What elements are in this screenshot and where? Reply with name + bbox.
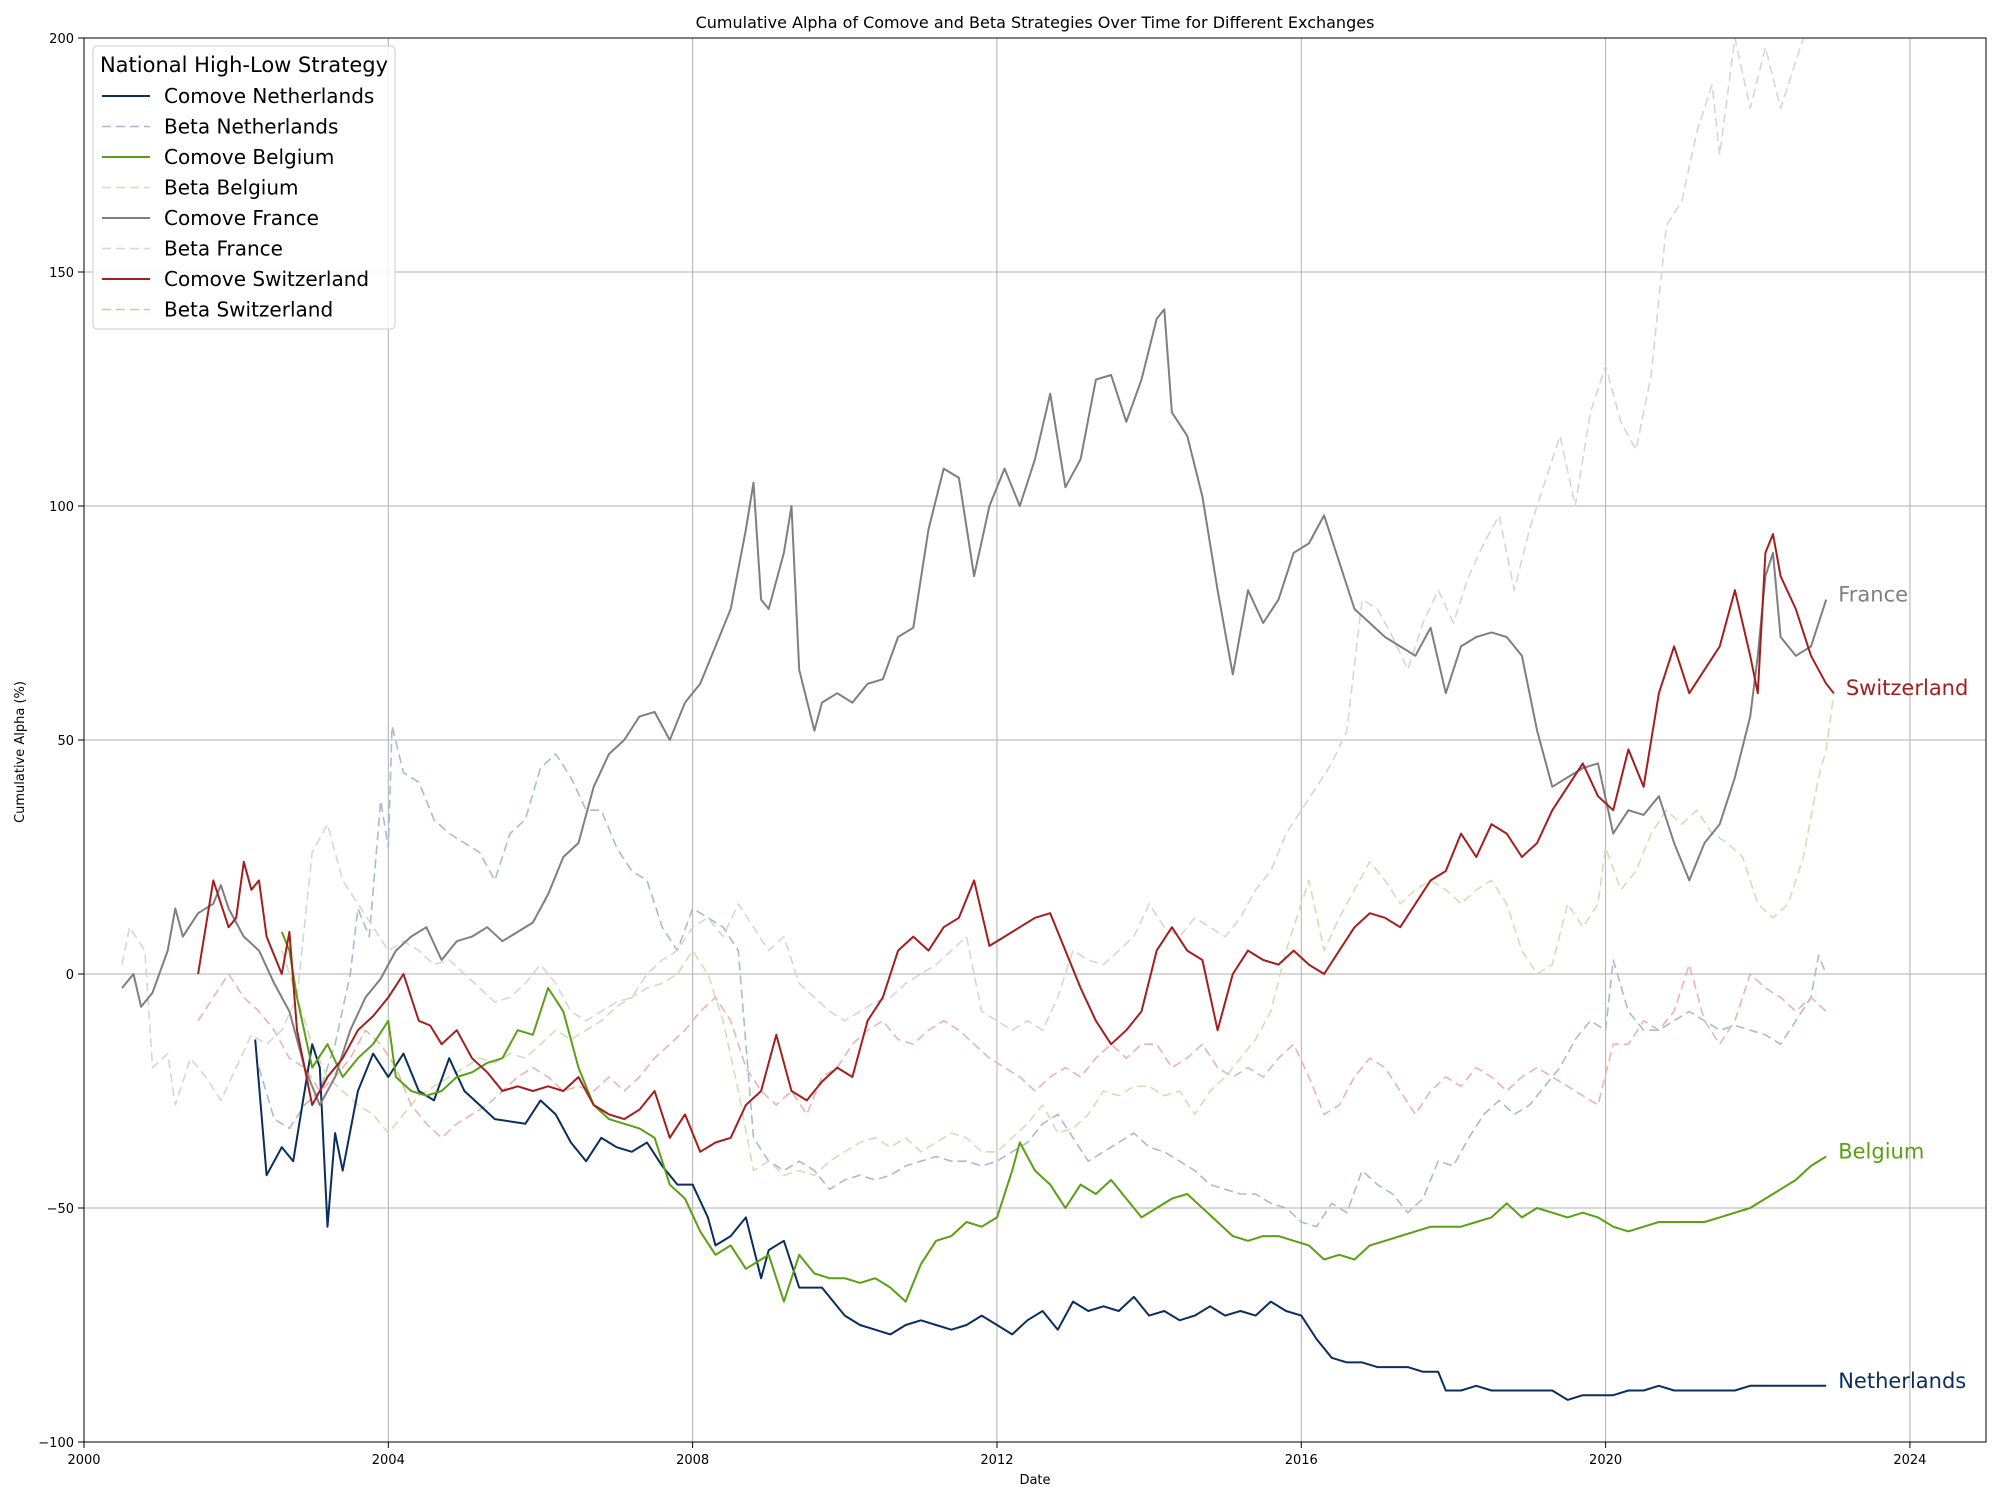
x-tick-label: 2008 — [676, 1453, 709, 1468]
series-line-beta-belgium — [281, 693, 1835, 1176]
legend-entry: Beta France — [164, 237, 283, 261]
end-label-netherlands: Netherlands — [1838, 1369, 1966, 1393]
legend-entry: Beta Switzerland — [164, 298, 333, 322]
series-line-comove-belgium — [280, 931, 1827, 1303]
x-tick-label: 2012 — [980, 1453, 1013, 1468]
series-line-comove-netherlands — [254, 1039, 1827, 1401]
end-labels: Netherlands Belgium France Switzerland — [1838, 583, 1968, 1393]
series-line-comove-france — [121, 308, 1828, 1106]
y-tick-label: 200 — [49, 32, 74, 47]
series-line-comove-switzerland — [197, 533, 1835, 1153]
legend-entry: Comove France — [164, 206, 319, 230]
x-axis-label: Date — [1019, 1473, 1050, 1488]
y-tick-label: 150 — [49, 266, 74, 281]
y-tick-label: 0 — [66, 968, 74, 983]
x-tick-label: 2000 — [67, 1453, 100, 1468]
y-tick-label: −50 — [47, 1202, 74, 1217]
legend-entry: Comove Belgium — [164, 145, 334, 169]
x-tick-label: 2024 — [1893, 1453, 1926, 1468]
legend: National High-Low Strategy Comove Nether… — [92, 45, 396, 330]
y-tick-label: −100 — [38, 1436, 74, 1451]
end-label-belgium: Belgium — [1838, 1140, 1924, 1164]
series-line-beta-switzerland — [197, 963, 1827, 1139]
series-line-beta-netherlands — [258, 725, 1827, 1228]
legend-title: National High-Low Strategy — [100, 53, 388, 77]
y-tick-label: 50 — [57, 734, 74, 749]
series-line-beta-france — [121, 38, 1805, 1106]
end-label-france: France — [1838, 583, 1908, 607]
axis-ticks: 2000 2004 2008 2012 2016 2020 2024 −100 −50 0 50 10… — [38, 32, 1926, 1468]
y-tick-label: 100 — [49, 500, 74, 515]
legend-box — [92, 45, 396, 330]
x-tick-label: 2016 — [1285, 1453, 1318, 1468]
x-tick-label: 2004 — [372, 1453, 405, 1468]
y-axis-label: Cumulative Alpha (%) — [13, 681, 28, 823]
legend-entry: Comove Netherlands — [164, 84, 374, 108]
legend-entry: Beta Netherlands — [164, 115, 338, 139]
legend-entry: Beta Belgium — [164, 176, 298, 200]
end-label-switzerland: Switzerland — [1846, 676, 1969, 700]
series-layer — [121, 38, 1835, 1401]
chart-title: Cumulative Alpha of Comove and Beta Stra… — [696, 13, 1375, 32]
legend-entry: Comove Switzerland — [164, 267, 369, 291]
x-tick-label: 2020 — [1589, 1453, 1622, 1468]
legend-items: Comove Netherlands Beta Netherlands Comove… — [102, 84, 374, 322]
